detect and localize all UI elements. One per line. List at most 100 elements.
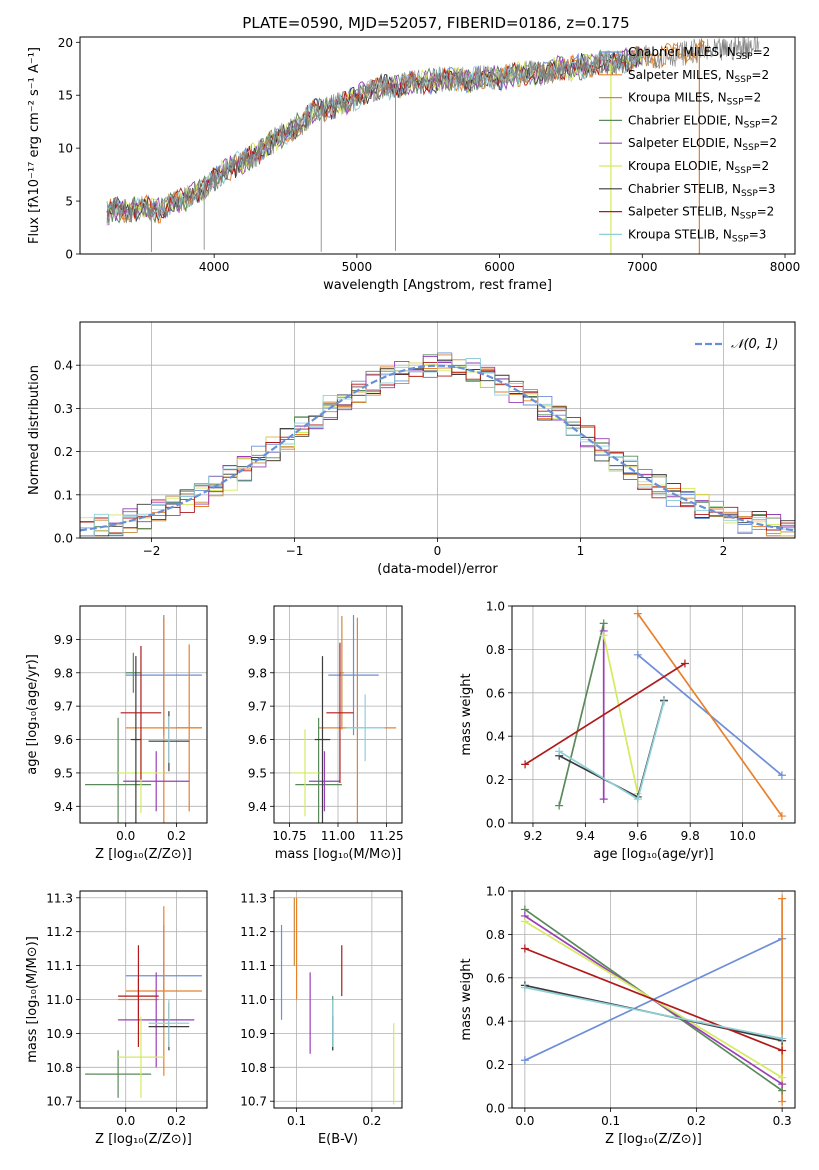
errorbar-point bbox=[118, 945, 159, 1047]
y-tick-label: 9.4 bbox=[54, 800, 73, 814]
errorbar-point bbox=[130, 656, 141, 823]
x-tick-label: 7000 bbox=[627, 260, 658, 274]
y-tick-label: 10.8 bbox=[240, 1061, 267, 1075]
x-tick-label: 9.2 bbox=[523, 829, 542, 843]
y-tick-label: 9.6 bbox=[248, 733, 267, 747]
y-tick-label: 9.9 bbox=[248, 633, 267, 647]
x-tick-label: 11.00 bbox=[321, 829, 355, 843]
weight-series-line bbox=[524, 986, 783, 1040]
legend-nssp: =2 bbox=[760, 113, 778, 127]
weight-marker bbox=[520, 944, 529, 953]
y-tick-label: 0.0 bbox=[54, 532, 73, 546]
x-tick-label: 5000 bbox=[342, 260, 373, 274]
y-tick-label: 10.7 bbox=[46, 1095, 73, 1109]
y-tick-label: 1.0 bbox=[486, 885, 505, 899]
weight-marker bbox=[555, 747, 564, 756]
legend-nssp: =2 bbox=[751, 68, 769, 82]
y-tick-label: 10.8 bbox=[46, 1061, 73, 1075]
y-tick-label: 0.6 bbox=[486, 971, 505, 985]
x-axis-label: (data-model)/error bbox=[377, 562, 498, 577]
errorbar-point bbox=[85, 717, 152, 823]
plot-area bbox=[106, 37, 760, 254]
x-axis-label: wavelength [Angstrom, rest frame] bbox=[323, 278, 552, 293]
legend-subscript: SSP bbox=[741, 189, 758, 199]
legend-nssp: =2 bbox=[753, 45, 771, 59]
y-tick-label: 10.9 bbox=[46, 1027, 73, 1041]
x-tick-label: 9.8 bbox=[681, 829, 700, 843]
y-tick-label: 0.8 bbox=[486, 643, 505, 657]
plot-frame bbox=[511, 890, 796, 1109]
x-axis-label: E(B-V) bbox=[318, 1132, 358, 1147]
legend-nssp: =2 bbox=[751, 159, 769, 173]
y-tick-label: 0.0 bbox=[486, 1102, 505, 1116]
errorbar-point bbox=[118, 972, 195, 1068]
legend-subscript: SSP bbox=[727, 98, 744, 108]
chart-age-vs-mass: 10.75 11.00 11.25 9.4 9.5 9.6 9.7 9.8 9.9 mass [l… bbox=[248, 605, 404, 862]
legend-label: Kroupa STELIB, NSSP=3 bbox=[628, 227, 766, 244]
y-tick-label: 0 bbox=[65, 248, 73, 262]
y-tick-label: 9.8 bbox=[54, 666, 73, 680]
plot-frame bbox=[273, 890, 403, 1109]
legend-subscript: SSP bbox=[736, 52, 753, 62]
weight-marker bbox=[659, 697, 668, 706]
legend-model-name: Kroupa STELIB, N bbox=[628, 227, 732, 241]
y-tick-label: 11.0 bbox=[46, 993, 73, 1007]
x-tick-label: 0.3 bbox=[773, 1114, 792, 1128]
weight-marker bbox=[778, 1046, 787, 1055]
legend-subscript: SSP bbox=[742, 143, 759, 153]
chart-spectrum: 4000 5000 6000 7000 8000 0 5 10 15 20 wavelength [… bbox=[27, 36, 800, 293]
x-axis-label: Z [log₁₀(Z/Z⊙)] bbox=[95, 847, 192, 862]
x-axis-label: age [log₁₀(age/yr)] bbox=[593, 847, 714, 862]
y-tick-label: 9.5 bbox=[54, 766, 73, 780]
legend-model-name: Kroupa ELODIE, N bbox=[628, 159, 735, 173]
errorbar-point bbox=[125, 652, 141, 693]
y-tick-label: 11.2 bbox=[46, 925, 73, 939]
weight-marker bbox=[520, 917, 529, 926]
chart-weight-vs-z: 0.0 0.1 0.2 0.3 0.0 0.2 0.4 0.6 0.8 1.0 Z [log₁₀(Z… bbox=[459, 885, 796, 1147]
y-tick-label: 0.1 bbox=[54, 488, 73, 502]
chart-weight-vs-age: 9.2 9.4 9.6 9.8 10.0 0.0 0.2 0.4 0.6 0.8 1.0 age [l… bbox=[459, 600, 796, 862]
y-tick-label: 15 bbox=[58, 89, 73, 103]
x-tick-label: −1 bbox=[286, 544, 304, 558]
plot-area bbox=[521, 609, 786, 821]
plot-area bbox=[85, 906, 202, 1098]
legend-label: 𝒩(0, 1) bbox=[731, 337, 778, 352]
y-axis-label: mass [log₁₀(M/M⊙)] bbox=[25, 936, 40, 1063]
x-tick-label: 2 bbox=[720, 544, 728, 558]
x-tick-label: 0.2 bbox=[362, 1114, 381, 1128]
plot-area bbox=[280, 897, 395, 1105]
y-axis-label: Normed distribution bbox=[27, 365, 42, 495]
y-tick-label: 9.9 bbox=[54, 633, 73, 647]
weight-marker bbox=[777, 771, 786, 780]
weight-marker bbox=[599, 631, 608, 640]
y-tick-label: 9.4 bbox=[248, 800, 267, 814]
x-tick-label: 0.1 bbox=[287, 1114, 306, 1128]
y-tick-label: 11.2 bbox=[240, 925, 267, 939]
legend-nssp: =3 bbox=[749, 227, 767, 241]
y-tick-label: 9.8 bbox=[248, 666, 267, 680]
legend-label: Chabrier ELODIE, NSSP=2 bbox=[628, 113, 778, 130]
y-tick-label: 11.0 bbox=[240, 993, 267, 1007]
x-tick-label: 11.25 bbox=[369, 829, 403, 843]
y-tick-label: 9.5 bbox=[248, 766, 267, 780]
plot-area bbox=[291, 615, 397, 823]
y-axis-label: mass weight bbox=[459, 673, 474, 755]
legend-label: Chabrier STELIB, NSSP=3 bbox=[628, 182, 776, 199]
y-tick-label: 0.2 bbox=[486, 1058, 505, 1072]
errorbar-point bbox=[339, 616, 344, 730]
legend-label: Salpeter MILES, NSSP=2 bbox=[628, 68, 769, 85]
y-tick-label: 10 bbox=[58, 142, 73, 156]
legend-nssp: =2 bbox=[759, 136, 777, 150]
y-axis-label: mass weight bbox=[459, 958, 474, 1040]
legend-model-name: Chabrier MILES, N bbox=[628, 45, 736, 59]
plot-frame bbox=[79, 890, 208, 1109]
errorbar-point bbox=[326, 642, 354, 783]
x-tick-label: 10.0 bbox=[729, 829, 756, 843]
plot-frame bbox=[273, 605, 403, 824]
legend-nssp: =2 bbox=[744, 91, 762, 105]
weight-marker bbox=[599, 619, 608, 628]
x-tick-label: 10.75 bbox=[272, 829, 306, 843]
x-tick-label: 6000 bbox=[484, 260, 515, 274]
